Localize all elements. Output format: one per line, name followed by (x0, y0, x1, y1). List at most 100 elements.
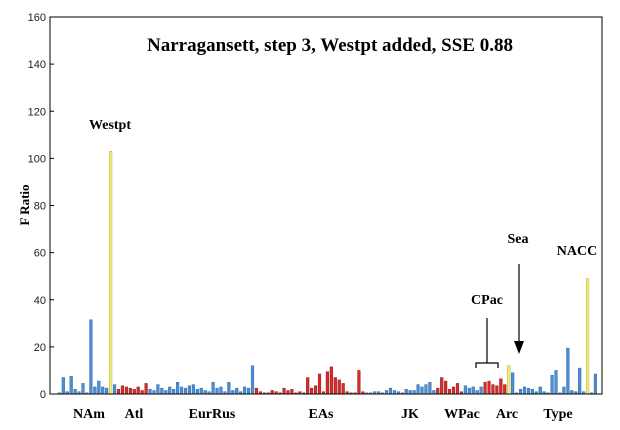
bar-red (124, 386, 128, 395)
bar-blue (408, 390, 412, 395)
bar-blue (93, 386, 97, 395)
bar-blue (164, 390, 168, 395)
bar-red (310, 387, 314, 395)
bar-blue (511, 372, 515, 395)
bar-blue (475, 390, 479, 395)
bar-red (286, 390, 290, 395)
bar-blue (416, 384, 420, 395)
bar-red (144, 383, 148, 395)
bar-blue (428, 382, 432, 395)
bar-blue (156, 384, 160, 395)
bar-blue (538, 386, 542, 395)
bar-red (290, 389, 294, 395)
bar-blue (392, 390, 396, 395)
bar-blue (243, 386, 247, 395)
bar-blue (227, 382, 231, 395)
bar-blue (530, 389, 534, 395)
y-tick-label: 40 (34, 295, 46, 307)
bar-red (329, 366, 333, 395)
bar-blue (412, 390, 416, 395)
y-tick-label: 140 (28, 59, 46, 71)
bar-red (337, 379, 341, 395)
y-tick-label: 100 (28, 153, 46, 165)
bar-blue (148, 389, 152, 395)
bar-blue (183, 387, 188, 395)
bar-red (448, 389, 452, 395)
bar-red (455, 383, 460, 395)
bar-red (282, 387, 286, 395)
bar-red (341, 383, 345, 395)
bar-blue (211, 382, 215, 395)
bar-blue (203, 390, 207, 395)
group-label-eas: EAs (309, 407, 334, 422)
y-tick-label: 20 (34, 342, 46, 354)
bar-blue (81, 383, 85, 395)
bar-red (487, 380, 491, 395)
y-tick-label: 60 (34, 248, 46, 260)
bar-blue (384, 390, 389, 395)
bar-red (120, 385, 125, 395)
bar-blue (235, 387, 239, 395)
bar-blue (554, 370, 558, 395)
bar-blue (593, 373, 597, 395)
bar-red (116, 389, 121, 395)
bar-red (270, 390, 274, 395)
bar-blue (518, 389, 523, 395)
annotation-sea: Sea (508, 232, 529, 247)
bar-blue (195, 389, 199, 395)
bar-yellow (507, 365, 511, 395)
bar-blue (168, 386, 172, 395)
cpac-bracket (475, 318, 499, 368)
bar-blue (463, 385, 467, 395)
bar-blue (522, 386, 527, 395)
bar-red (483, 382, 487, 395)
bars-layer (57, 151, 597, 395)
annotation-cpac: CPac (471, 293, 503, 308)
bar-red (317, 373, 322, 395)
bar-blue (215, 387, 219, 395)
bar-blue (471, 386, 475, 395)
bar-blue (246, 387, 251, 395)
group-labels: NAm Atl EurRus EAs JK WPac Arc Type (73, 407, 573, 422)
bar-red (499, 378, 503, 395)
bar-blue (97, 380, 101, 395)
annotation-nacc: NACC (557, 244, 597, 259)
bar-blue (172, 389, 176, 395)
y-tick-label: 0 (40, 389, 46, 401)
bar-blue (160, 387, 164, 395)
bar-blue (61, 377, 65, 395)
bar-blue (69, 376, 73, 395)
bar-blue (404, 389, 408, 395)
bar-blue (578, 367, 582, 395)
chart-title: Narragansett, step 3, Westpt added, SSE … (147, 35, 513, 56)
annotation-westpt: Westpt (89, 118, 131, 133)
bar-yellow (585, 278, 590, 395)
bar-blue (432, 390, 436, 395)
annotations: Westpt CPac Sea NACC (89, 118, 597, 368)
bar-red (440, 377, 444, 395)
group-label-wpac: WPac (444, 407, 480, 422)
bar-blue (550, 374, 554, 395)
bar-blue (250, 365, 255, 395)
bar-red (491, 384, 495, 395)
sea-arrowhead (514, 341, 524, 354)
bar-blue (562, 386, 566, 395)
bar-red (357, 370, 361, 395)
bar-blue (420, 386, 424, 395)
bar-blue (101, 386, 105, 395)
bar-blue (112, 384, 117, 395)
bar-blue (191, 384, 195, 395)
bar-red (132, 389, 136, 395)
bar-red (503, 384, 507, 395)
group-label-atl: Atl (125, 407, 144, 422)
y-tick-label: 80 (34, 201, 46, 213)
bar-blue (89, 319, 93, 395)
bar-red (306, 377, 310, 395)
group-label-type: Type (543, 407, 572, 422)
bar-red (254, 387, 259, 395)
bar-blue (570, 390, 574, 395)
bar-blue (388, 387, 393, 395)
bar-blue (526, 387, 530, 395)
bar-blue (179, 386, 184, 395)
bar-blue (105, 387, 109, 395)
